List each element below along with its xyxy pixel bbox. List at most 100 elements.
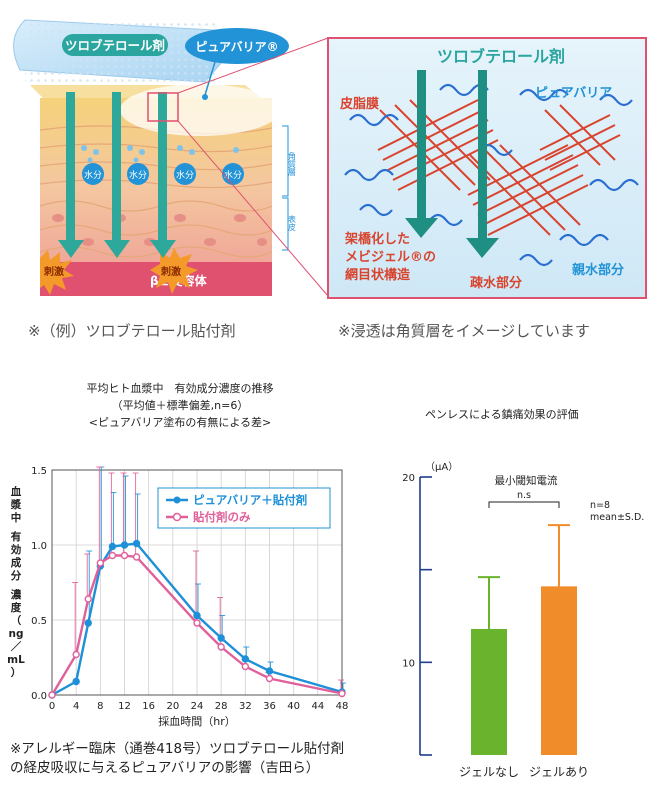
ylabel-char: 成: [11, 556, 22, 569]
bar-chart-subtitle: 最小閾知電流: [495, 474, 558, 487]
x-tick-label: 24: [191, 701, 204, 712]
hydrophobic-label: 疎水部分: [470, 275, 522, 291]
caption-left: ※（例）ツロブテロール貼付剤: [28, 322, 236, 340]
legend-series-1: ピュアバリア＋貼付剤: [193, 493, 307, 507]
ylabel-char: 度: [11, 601, 22, 614]
barrier-pointer: [204, 61, 216, 96]
series-line-2: [50, 554, 343, 696]
series-point-1: [132, 539, 141, 548]
series-point-2: [265, 674, 274, 683]
series-point-1: [120, 541, 129, 549]
ylabel-char: ／: [11, 640, 22, 653]
bar-1: [471, 628, 507, 755]
line-chart-series: [48, 539, 346, 699]
ylabel-char: ）: [11, 666, 22, 679]
series-point-1: [108, 542, 117, 551]
ylabel-char: 漿: [10, 498, 22, 511]
bar-chart-significance: n.s: [488, 490, 560, 508]
line-chart: 0 4 8 12 16 20 24 28 32 36 40 44 480.00.51.01.5 血漿中有…: [7, 466, 348, 728]
epidermis-bracket: [282, 197, 289, 251]
y-tick-label: 0.5: [31, 616, 47, 627]
ylabel-char: 分: [11, 569, 22, 582]
significance-label: n.s: [517, 490, 531, 501]
stratum-bracket: [282, 125, 289, 197]
x-tick-label: 16: [142, 701, 155, 712]
barrier-badge: [185, 28, 289, 64]
line-chart-title-2: （平均値＋標準偏差,n=6）: [111, 399, 249, 412]
moisture-bubbles: 水分 水分 水分 水分: [81, 145, 244, 185]
patch-label: ツロブテロール剤: [65, 38, 165, 53]
series-point-2: [84, 595, 92, 603]
zoom-arrows: [405, 70, 499, 258]
series-point-1: [84, 619, 92, 627]
series-point-1: [193, 611, 201, 620]
series-point-2: [132, 553, 141, 561]
bar-category-label: ジェルあり: [529, 765, 589, 779]
x-tick-label: 0: [49, 701, 55, 712]
svg-text:水分: 水分: [84, 169, 102, 181]
line-chart-title-1: 平均ヒト血漿中 有効成分濃度の推移: [86, 382, 274, 395]
series-point-1: [217, 634, 225, 642]
series-point-1: [72, 677, 80, 686]
x-tick-label: 28: [215, 701, 228, 712]
crosslinked-line-3: 網目状構造: [345, 267, 411, 283]
penetration-illustration: β２受容体 刺激 刺激 ツロブテロール剤 ピュアバリア® 水分 水分 水分 水分: [0, 0, 660, 310]
series-point-2: [193, 619, 201, 627]
bar-chart-note-2: mean±S.D.: [590, 512, 644, 523]
bar-chart-axis: 10 20: [402, 473, 432, 756]
crosslinked-line-1: 架橋化した: [344, 231, 410, 247]
x-tick-label: 44: [311, 701, 324, 712]
series-point-1: [265, 667, 274, 675]
bar-chart-bars: ジェルなし ジェルあり: [459, 524, 589, 779]
svg-text:刺激: 刺激: [160, 265, 181, 278]
series-point-1: [241, 655, 250, 663]
ylabel-char: 有: [11, 530, 22, 543]
zoom-title: ツロブテロール剤: [437, 47, 565, 66]
series-point-2: [338, 689, 346, 698]
reference-line-2: の経皮吸収に与えるピュアバリアの影響（吉田ら）: [10, 760, 320, 776]
reference-line-1: ※アレルギー臨床（通巻418号）ツロブテロール貼付剤: [10, 741, 345, 757]
bar-chart-note-1: n=8: [590, 500, 610, 511]
x-tick-label: 36: [263, 701, 276, 712]
svg-text:水分: 水分: [224, 169, 242, 181]
series-point-2: [96, 559, 105, 567]
y-tick-label: 0.0: [31, 691, 47, 702]
zoom-source-box: [147, 92, 179, 122]
ylabel-char: mL: [7, 654, 25, 666]
series-point-2: [72, 650, 80, 659]
hydrophilic-label: 親水部分: [572, 262, 624, 278]
line-chart-title-3: <ピュアバリア塗布の有無による差>: [88, 416, 272, 429]
line-chart-ticks: 0 4 8 12 16 20 24 28 32 36 40 44 480.00.51.01.5: [31, 466, 348, 712]
svg-text:水分: 水分: [129, 169, 147, 181]
series-point-2: [48, 691, 56, 699]
epidermis-label: 表皮: [288, 214, 297, 232]
x-tick-label: 40: [287, 701, 300, 712]
penetration-arrows: [58, 92, 176, 258]
series-point-2: [217, 643, 225, 651]
y-tick-label: 20: [402, 473, 415, 484]
x-tick-label: 32: [239, 701, 252, 712]
line-chart-legend: ピュアバリア＋貼付剤 貼付剤のみ: [157, 487, 331, 529]
ylabel-char: （: [11, 614, 22, 627]
significance-bracket: [488, 501, 560, 508]
barrier-label: ピュアバリア: [535, 86, 612, 101]
x-tick-label: 12: [118, 701, 131, 712]
crosslinked-line-2: メビジェル®の: [345, 249, 436, 265]
y-tick-label: 10: [402, 658, 415, 669]
bar-chart-title: ペンレスによる鎮痛効果の評価: [425, 408, 579, 421]
ylabel-char: 濃: [11, 588, 22, 601]
svg-text:刺激: 刺激: [43, 265, 64, 278]
barrier-film: [120, 84, 280, 136]
stimulus-burst-2: 刺激: [150, 248, 198, 294]
line-chart-xlabel: 採血時間（hr）: [158, 714, 236, 728]
y-tick-label: 1.5: [31, 466, 47, 477]
patch-badge: [62, 34, 168, 56]
svg-text:水分: 水分: [176, 169, 194, 181]
x-tick-label: 4: [73, 701, 79, 712]
series-line-1: [51, 542, 343, 697]
sebum-label: 皮脂膜: [339, 96, 379, 112]
x-tick-label: 8: [97, 701, 103, 712]
caption-right: ※浸透は角質層をイメージしています: [338, 322, 590, 340]
series-point-2: [120, 551, 129, 560]
